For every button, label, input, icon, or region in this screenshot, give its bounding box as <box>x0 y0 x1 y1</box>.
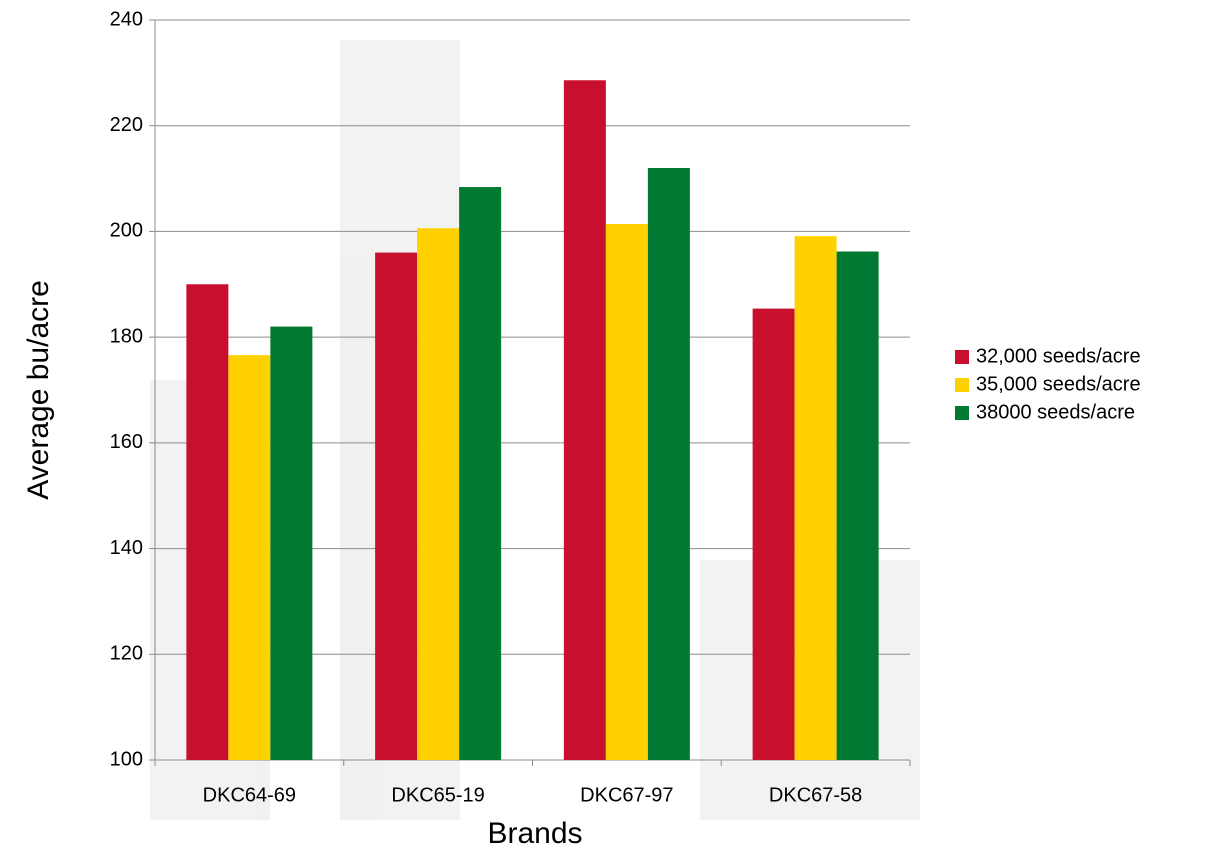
x-tick-label: DKC67-58 <box>769 784 862 806</box>
bar <box>794 236 837 760</box>
y-tick-label: 180 <box>110 325 143 347</box>
bar <box>186 284 229 760</box>
bar <box>228 355 271 760</box>
y-tick-label: 240 <box>110 8 143 30</box>
legend-label: 32,000 seeds/acre <box>976 345 1141 367</box>
legend-swatch <box>955 350 969 364</box>
bar <box>563 80 606 760</box>
bar <box>647 168 690 760</box>
bar <box>605 224 648 760</box>
legend-swatch <box>955 406 969 420</box>
y-tick-label: 120 <box>110 643 143 665</box>
bar <box>417 228 460 760</box>
bar <box>836 251 879 760</box>
y-tick-label: 200 <box>110 220 143 242</box>
x-tick-label: DKC67-97 <box>580 784 673 806</box>
legend-label: 38000 seeds/acre <box>976 401 1135 423</box>
x-axis-title: Brands <box>487 817 582 850</box>
bar <box>459 187 502 760</box>
y-tick-label: 160 <box>110 431 143 453</box>
legend-swatch <box>955 378 969 392</box>
y-tick-label: 220 <box>110 114 143 136</box>
y-axis-title: Average bu/acre <box>22 280 55 500</box>
x-tick-label: DKC65-19 <box>391 784 484 806</box>
y-tick-label: 100 <box>110 748 143 770</box>
y-tick-label: 140 <box>110 537 143 559</box>
x-tick-label: DKC64-69 <box>203 784 296 806</box>
bar <box>270 326 313 760</box>
bar <box>752 308 795 760</box>
bar <box>375 252 418 761</box>
legend-label: 35,000 seeds/acre <box>976 373 1141 395</box>
